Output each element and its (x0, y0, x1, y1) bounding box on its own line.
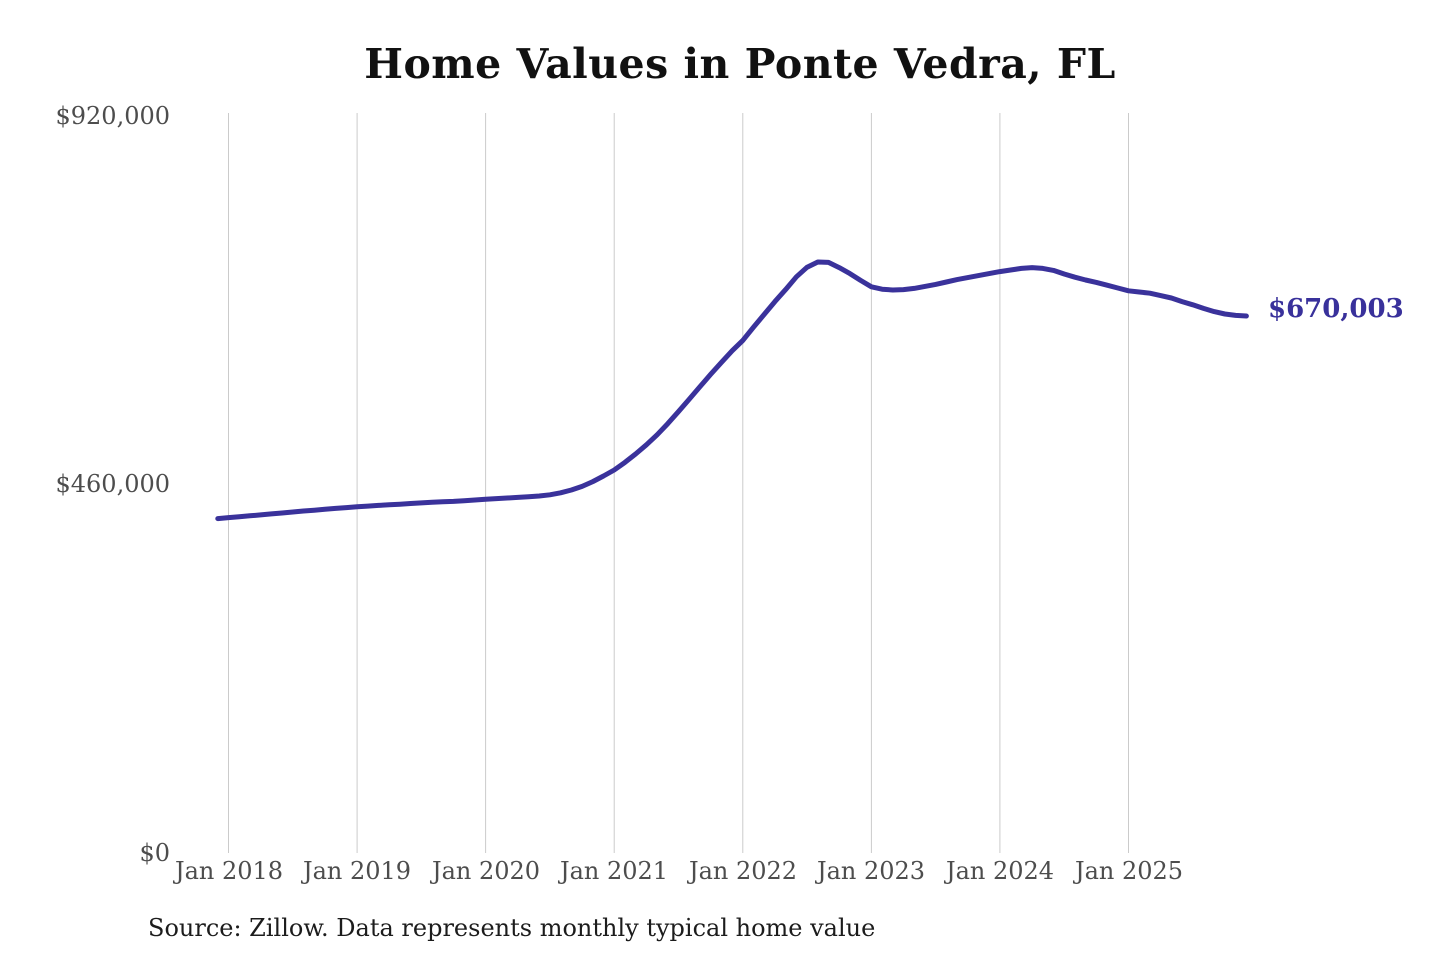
chart-title: Home Values in Ponte Vedra, FL (364, 40, 1116, 88)
x-axis-tick-jan-2021: Jan 2021 (559, 857, 669, 885)
x-axis-tick-jan-2023: Jan 2023 (816, 857, 926, 885)
x-axis-tick-jan-2024: Jan 2024 (945, 857, 1055, 885)
y-axis-tick-920k: $920,000 (55, 102, 170, 130)
x-axis-tick-jan-2019: Jan 2019 (302, 857, 412, 885)
y-axis-tick-460k: $460,000 (55, 470, 170, 498)
y-axis-tick-zero: $0 (139, 839, 170, 867)
latest-value-label: $670,003 (1268, 294, 1404, 324)
x-axis-tick-jan-2018: Jan 2018 (174, 857, 284, 885)
home-value-series-line (215, 259, 1249, 522)
source-note: Source: Zillow. Data represents monthly … (148, 914, 876, 942)
x-axis-tick-jan-2022: Jan 2022 (688, 857, 798, 885)
x-axis-tick-jan-2025: Jan 2025 (1074, 857, 1184, 885)
x-axis-tick-jan-2020: Jan 2020 (431, 857, 541, 885)
